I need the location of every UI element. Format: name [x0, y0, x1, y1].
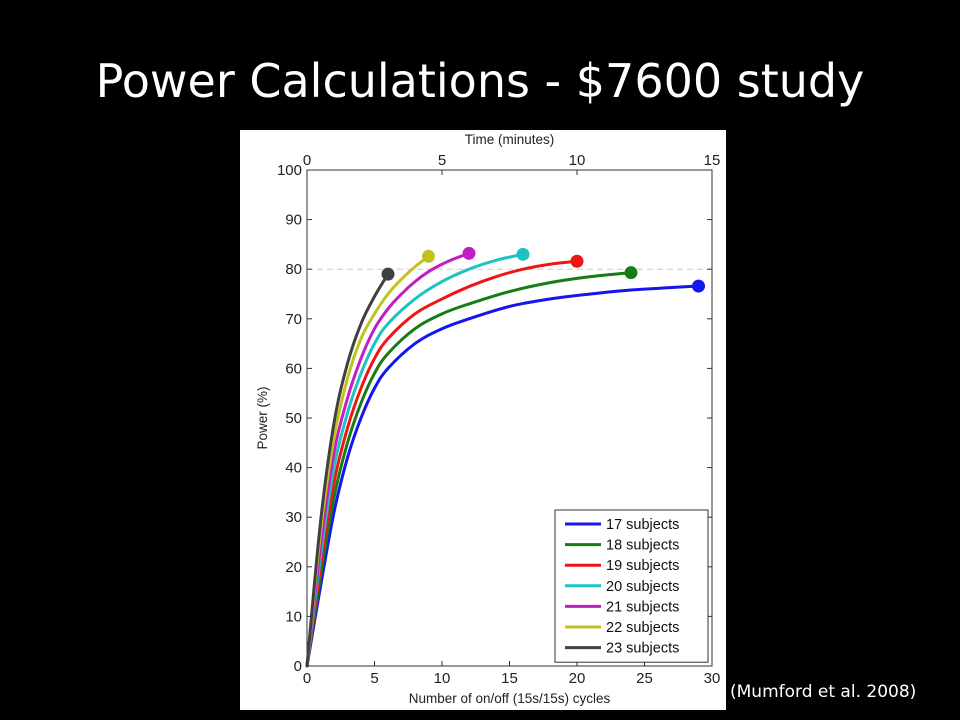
- legend: 17 subjects 18 subjects 19 subjects 20 subj…: [554, 509, 709, 663]
- series-end-marker-1: [692, 279, 705, 293]
- top-tick-label: 5: [438, 152, 446, 169]
- y-axis-label: Power (%): [255, 386, 270, 449]
- series-end-marker-6: [422, 249, 435, 263]
- x-tick-label: 10: [434, 670, 451, 687]
- series-line-1: [305, 284, 700, 668]
- y-tick-label: 0: [294, 658, 302, 675]
- series-line-3: [305, 259, 579, 668]
- y-tick-label: 90: [285, 212, 302, 229]
- series-line-5: [305, 251, 471, 668]
- y-tick-label: 70: [285, 311, 302, 328]
- legend-label-2: 18 subjects: [606, 538, 679, 554]
- y-tick-label: 40: [285, 460, 302, 477]
- legend-label-6: 22 subjects: [606, 620, 679, 636]
- series-end-marker-3: [570, 254, 584, 268]
- x-tick-label: 25: [636, 670, 653, 687]
- legend-label-1: 17 subjects: [606, 517, 679, 533]
- series-line-4: [305, 252, 525, 668]
- series-end-marker-4: [516, 247, 530, 261]
- y-tick-label: 20: [285, 559, 302, 576]
- legend-label-5: 21 subjects: [606, 599, 679, 615]
- series-line-7: [305, 272, 390, 668]
- chart-panel: 0 10 20 30 40 50 60 70 80 90 100 0 5 10 15 20 25 30 0 5 10 15…: [240, 130, 726, 710]
- y-tick-label: 100: [277, 162, 302, 179]
- top-tick-label: 10: [569, 152, 586, 169]
- top-tick-label: 0: [303, 152, 311, 169]
- x-tick-label: 20: [569, 670, 586, 687]
- legend-label-3: 19 subjects: [606, 558, 679, 574]
- series-line-2: [305, 271, 633, 668]
- top-axis-label: Time (minutes): [465, 132, 555, 147]
- y-tick-label: 50: [285, 410, 302, 427]
- y-tick-label: 60: [285, 360, 302, 377]
- x-tick-label: 30: [704, 670, 721, 687]
- legend-label-4: 20 subjects: [606, 579, 679, 595]
- y-tick-label: 10: [285, 608, 302, 625]
- x-axis-label: Number of on/off (15s/15s) cycles: [409, 691, 611, 706]
- top-tick-label: 15: [704, 152, 721, 169]
- x-tick-label: 5: [370, 670, 378, 687]
- x-tick-label: 15: [501, 670, 518, 687]
- series-end-marker-7: [381, 267, 395, 281]
- x-tick-label: 0: [303, 670, 311, 687]
- y-tick-label: 80: [285, 261, 302, 278]
- citation: (Mumford et al. 2008): [730, 682, 917, 702]
- legend-label-7: 23 subjects: [606, 641, 679, 657]
- y-tick-label: 30: [285, 509, 302, 526]
- series-end-marker-5: [462, 246, 476, 260]
- series-end-marker-2: [624, 266, 638, 280]
- slide-title: Power Calculations - $7600 study: [95, 54, 865, 108]
